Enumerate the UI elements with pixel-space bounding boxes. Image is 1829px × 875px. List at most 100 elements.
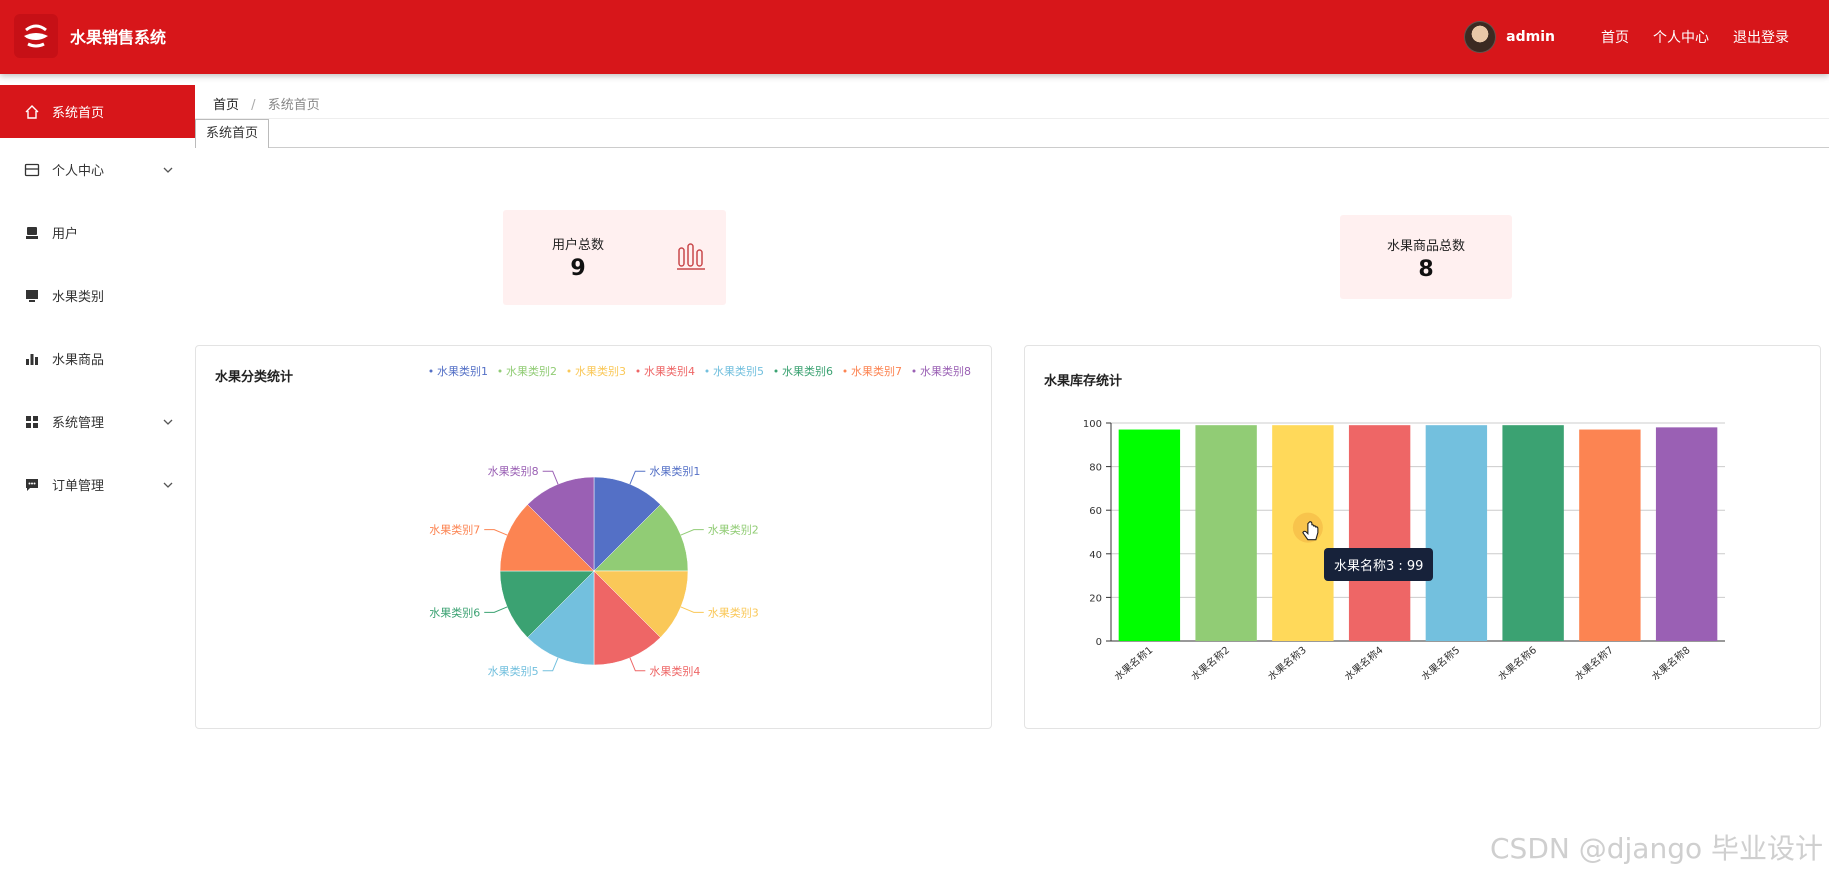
legend-item[interactable]: 水果类别5 [705,364,765,378]
legend-label: 水果类别5 [713,364,764,378]
legend-label: 水果类别1 [437,364,488,378]
bar[interactable] [1348,425,1411,641]
legend-label: 水果类别4 [644,364,695,378]
tab-home[interactable]: 系统首页 [195,119,270,148]
pie-slice[interactable] [499,504,595,572]
watermark: CSDN @django 毕业设计 [1490,832,1823,865]
header-link-profile[interactable]: 个人中心 [1653,30,1709,46]
sidebar-item-label: 水果商品 [52,353,105,368]
monitor-icon [24,288,40,304]
legend-item[interactable]: 水果类别7 [843,364,903,378]
pie-chart-title: 水果分类统计 [215,370,294,385]
stat-value: 9 [570,256,586,281]
legend-label: 水果类别7 [851,364,902,378]
sidebar-item-fruit-category[interactable]: 水果类别 [0,264,195,327]
bar-chart: 0 20 40 60 80 100 水果名称1 水果名称2 水果名称3 水果名称4 水果名称5 水果名… [1083,419,1725,683]
app-logo-icon [14,14,58,58]
avatar[interactable] [1464,21,1497,53]
x-tick-label: 水果名称6 [1495,643,1539,683]
pie-slice-label: 水果类别7 [429,523,480,537]
x-tick-label: 水果名称5 [1418,643,1462,683]
bar-chart-panel: 水果库存统计 0 20 40 60 80 100 水果名称1 水果名称2 水果名称3 水果名称4 水… [1024,345,1821,729]
sidebar-item-label: 订单管理 [52,479,105,494]
pie-slice[interactable] [593,504,689,572]
breadcrumb-separator: / [251,98,256,113]
header-link-home[interactable]: 首页 [1601,30,1629,46]
x-tick-label: 水果名称2 [1188,643,1232,683]
y-tick-label: 20 [1089,593,1102,604]
stat-card-products: 水果商品总数 8 [1340,215,1512,299]
sidebar-item-label: 用户 [52,227,79,242]
x-tick-label: 水果名称4 [1342,643,1386,683]
pie-slice[interactable] [593,476,661,572]
breadcrumb: 首页 / 系统首页 [213,94,320,113]
username: admin [1506,29,1555,45]
bar-chart-title: 水果库存统计 [1044,374,1123,389]
legend-label: 水果类别8 [920,364,971,378]
bar[interactable] [1579,429,1641,641]
sidebar-item-system[interactable]: 系统管理 [0,390,195,453]
y-tick-label: 60 [1089,506,1102,517]
bar[interactable] [1195,425,1257,641]
sidebar-item-label: 个人中心 [52,164,105,179]
chevron-down-icon [161,415,175,433]
bar-chart-icon [24,351,40,367]
pie-chart: 水果类别1 水果类别2 水果类别3 水果类别4 水果类别5 水果类别6 水果类别7 水果类别8… [429,364,972,678]
pie-slice-label: 水果类别5 [488,664,539,678]
sidebar-item-label: 系统首页 [52,106,105,121]
stat-label: 水果商品总数 [1386,239,1465,254]
chevron-down-icon [161,163,175,181]
stat-label: 用户总数 [551,238,604,253]
top-header: 水果销售系统 admin 首页 个人中心 退出登录 [0,0,1829,74]
chevron-down-icon [161,478,175,496]
pie-slice[interactable] [527,476,595,572]
app-title: 水果销售系统 [70,28,167,47]
pie-slice-label: 水果类别3 [708,605,759,619]
x-tick-label: 水果名称3 [1265,643,1309,683]
legend-label: 水果类别3 [575,364,626,378]
y-tick-label: 100 [1083,419,1102,430]
id-card-icon [24,162,40,178]
legend-item[interactable]: 水果类别8 [912,364,972,378]
bar[interactable] [1502,425,1564,641]
sidebar-item-home[interactable]: 系统首页 [0,85,195,138]
pie-chart-panel: 水果分类统计 水果类别1 水果类别2 水果类别3 水果类别4 水果类别5 水果类别6 水果类… [195,345,992,729]
hand-cursor-icon [1302,521,1319,541]
legend-item[interactable]: 水果类别1 [429,364,489,378]
grid-icon [24,414,40,430]
y-tick-label: 0 [1096,637,1102,648]
legend-item[interactable]: 水果类别2 [498,364,558,378]
stat-value: 8 [1418,257,1434,282]
y-tick-label: 40 [1089,550,1102,561]
legend-label: 水果类别6 [782,364,833,378]
message-icon [24,477,40,493]
sidebar-item-profile[interactable]: 个人中心 [0,138,195,201]
breadcrumb-current: 系统首页 [267,98,320,113]
sidebar-item-label: 水果类别 [52,290,105,305]
x-tick-label: 水果名称8 [1649,643,1693,683]
legend-item[interactable]: 水果类别3 [567,364,627,378]
header-link-logout[interactable]: 退出登录 [1733,30,1789,46]
x-tick-label: 水果名称7 [1572,643,1616,683]
sidebar: 系统首页 个人中心 用户 水果类别 水果商品 系统管理 [0,85,195,875]
user-icon [24,225,40,241]
bar[interactable] [1118,429,1181,641]
pie-slice-label: 水果类别8 [488,464,539,478]
y-tick-label: 80 [1089,463,1102,474]
sidebar-item-users[interactable]: 用户 [0,201,195,264]
sidebar-item-orders[interactable]: 订单管理 [0,453,195,516]
legend-item[interactable]: 水果类别6 [774,364,834,378]
x-tick-label: 水果名称1 [1111,643,1155,683]
bar[interactable] [1655,427,1718,641]
legend-item[interactable]: 水果类别4 [636,364,696,378]
pie-slice-label: 水果类别1 [649,464,700,478]
tab-bar: 系统首页 [195,118,1829,148]
stat-card-users: 用户总数 9 [503,210,726,305]
sidebar-item-fruit-product[interactable]: 水果商品 [0,327,195,390]
bar[interactable] [1425,425,1488,641]
pie-slice-label: 水果类别4 [649,664,700,678]
legend-label: 水果类别2 [506,364,557,378]
sidebar-item-label: 系统管理 [52,416,105,431]
chart-tooltip: 水果名称3 : 99 [1324,548,1434,581]
breadcrumb-home[interactable]: 首页 [213,98,240,113]
